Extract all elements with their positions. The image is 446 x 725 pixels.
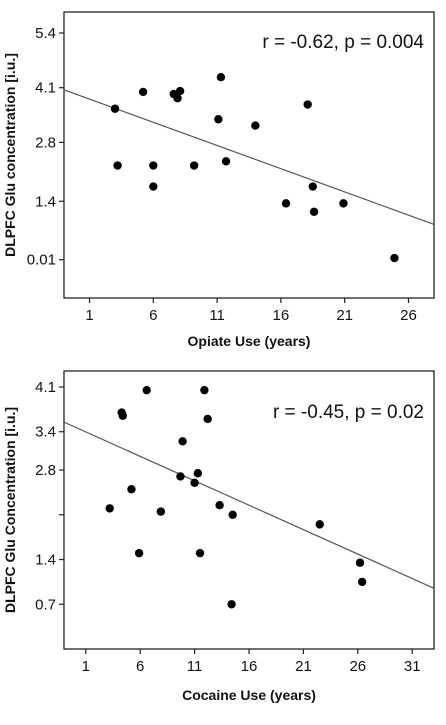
data-point bbox=[118, 411, 127, 420]
data-point bbox=[149, 182, 158, 191]
x-tick-label: 6 bbox=[136, 658, 144, 675]
fit-line-opiate bbox=[63, 89, 435, 225]
y-axis-label-opiate: DLPFC Glu concentration [i.u.] bbox=[2, 53, 18, 257]
x-tick-label: 26 bbox=[349, 658, 366, 675]
x-tick-label: 16 bbox=[241, 658, 258, 675]
y-tick-label: 0.01 bbox=[27, 252, 56, 269]
data-point bbox=[175, 86, 185, 96]
data-point bbox=[156, 507, 166, 516]
data-point bbox=[227, 600, 236, 609]
y-tick-label: 1.4 bbox=[35, 193, 56, 210]
data-point bbox=[105, 504, 114, 513]
x-axis-label-opiate: Opiate Use (years) bbox=[188, 333, 311, 349]
y-tick-label: 3.4 bbox=[35, 424, 56, 441]
y-tick-label: 2.8 bbox=[35, 462, 56, 479]
tick-group-opiate: 1 6 11 16 21 260.011.42.84.15.4 bbox=[27, 25, 417, 324]
points-cocaine bbox=[105, 385, 367, 609]
data-point bbox=[176, 472, 185, 481]
x-tick-label: 1 bbox=[82, 658, 90, 675]
tick-group-cocaine: 1 6 11 16 21 26 310.71.42.83.44.1 bbox=[35, 379, 420, 675]
fit-line-cocaine bbox=[63, 421, 435, 589]
data-point bbox=[309, 207, 319, 216]
data-point bbox=[228, 510, 237, 519]
chart-opiate: 1 6 11 16 21 260.011.42.84.15.4 r = -0.62, p … bbox=[2, 11, 435, 349]
data-point bbox=[251, 121, 260, 130]
y-tick-label: 0.7 bbox=[35, 596, 56, 613]
x-tick-label: 21 bbox=[336, 307, 353, 324]
data-point bbox=[178, 437, 187, 446]
x-axis-label-cocaine: Cocaine Use (years) bbox=[182, 687, 316, 703]
x-tick-label: 6 bbox=[149, 307, 157, 324]
data-point bbox=[281, 199, 291, 208]
data-point bbox=[190, 478, 199, 488]
data-point bbox=[215, 501, 224, 510]
data-point bbox=[303, 100, 312, 109]
data-point bbox=[110, 104, 120, 113]
data-point bbox=[189, 161, 199, 170]
stat-annotation-opiate: r = -0.62, p = 0.004 bbox=[262, 32, 424, 53]
data-point bbox=[221, 157, 231, 166]
data-point bbox=[355, 558, 365, 567]
data-point bbox=[193, 469, 203, 478]
data-point bbox=[390, 253, 399, 263]
data-point bbox=[195, 548, 205, 558]
data-point bbox=[173, 94, 182, 103]
data-point bbox=[216, 72, 226, 82]
x-tick-label: 11 bbox=[209, 307, 225, 324]
y-tick-label: 1.4 bbox=[35, 552, 56, 569]
x-tick-label: 16 bbox=[273, 307, 290, 324]
data-point bbox=[315, 520, 324, 529]
y-tick-label: 2.8 bbox=[35, 134, 56, 151]
y-tick-label: 4.1 bbox=[35, 80, 56, 97]
data-point bbox=[214, 115, 223, 124]
x-tick-label: 1 bbox=[85, 307, 93, 324]
data-point bbox=[142, 385, 151, 395]
x-tick-label: 26 bbox=[400, 307, 417, 324]
data-point bbox=[138, 87, 148, 97]
chart-cocaine: 1 6 11 16 21 26 310.71.42.83.44.1 r = -0.45, p… bbox=[2, 370, 435, 703]
stat-annotation-cocaine: r = -0.45, p = 0.02 bbox=[273, 402, 424, 423]
data-point bbox=[200, 385, 209, 395]
data-point bbox=[149, 161, 158, 170]
data-point bbox=[357, 577, 367, 587]
x-tick-label: 11 bbox=[187, 658, 203, 675]
plot-frame-opiate bbox=[63, 11, 435, 299]
points-opiate bbox=[110, 72, 399, 263]
x-tick-label: 21 bbox=[295, 658, 312, 675]
data-point bbox=[203, 414, 212, 424]
data-point bbox=[127, 485, 136, 494]
data-point bbox=[339, 199, 348, 208]
x-tick-label: 31 bbox=[404, 658, 421, 675]
y-axis-label-cocaine: DLPFC Glu Concentration [i.u.] bbox=[2, 407, 18, 613]
data-point bbox=[308, 182, 317, 191]
y-tick-label: 4.1 bbox=[35, 379, 56, 396]
data-point bbox=[134, 548, 144, 558]
data-point bbox=[113, 161, 122, 170]
y-tick-label: 5.4 bbox=[35, 25, 56, 42]
